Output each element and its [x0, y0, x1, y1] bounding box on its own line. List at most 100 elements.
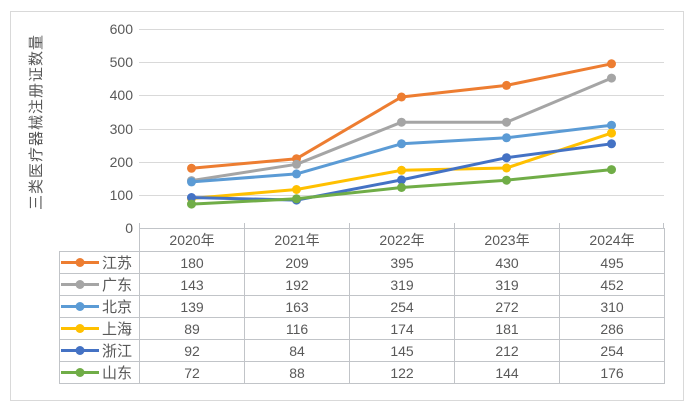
value-cell: 395 — [349, 251, 455, 274]
legend-key-icon — [61, 346, 99, 355]
y-axis-title: 三类医疗器械注册证数量 — [28, 34, 45, 211]
value-cell: 212 — [454, 339, 560, 362]
legend-cell: 江苏 — [59, 251, 140, 274]
data-point-marker — [502, 133, 511, 143]
value-cell: 176 — [559, 361, 665, 384]
data-point-marker — [607, 165, 616, 175]
y-tick-label: 200 — [109, 153, 133, 170]
value-cell: 452 — [559, 273, 665, 296]
legend-key-icon — [61, 302, 99, 311]
value-cell: 430 — [454, 251, 560, 274]
legend-key-icon — [61, 324, 99, 333]
value-cell: 254 — [559, 339, 665, 362]
value-cell: 72 — [139, 361, 245, 384]
legend-key-wrap: 北京 — [60, 296, 139, 317]
y-axis-labels: 600 500 400 300 200 100 0 — [89, 12, 133, 252]
series-name: 江苏 — [102, 255, 133, 272]
legend-key-wrap: 广东 — [60, 274, 139, 295]
data-point-marker — [502, 175, 511, 185]
legend-cell: 北京 — [59, 295, 140, 318]
data-point-marker — [502, 163, 511, 173]
series-name: 广东 — [102, 277, 133, 294]
y-tick-label: 300 — [109, 120, 133, 137]
y-tick-label: 500 — [109, 54, 133, 71]
legend-cell: 上海 — [59, 317, 140, 340]
data-point-marker — [607, 139, 616, 149]
value-cell: 192 — [244, 273, 350, 296]
data-point-marker — [397, 183, 406, 192]
value-cell: 310 — [559, 295, 665, 318]
value-cell: 163 — [244, 295, 350, 318]
year-header-cell: 2023年 — [454, 228, 560, 252]
data-point-marker — [187, 177, 196, 187]
data-point-marker — [502, 153, 511, 163]
table-row-江苏: 江苏 180 209 395 430 495 — [59, 251, 665, 274]
year-header-cell: 2024年 — [559, 228, 665, 252]
data-point-marker — [187, 163, 196, 173]
year-header-cell: 2022年 — [349, 228, 455, 252]
data-point-marker — [187, 193, 196, 202]
table-row-浙江: 浙江 92 84 145 212 254 — [59, 339, 665, 362]
legend-cell: 广东 — [59, 273, 140, 296]
data-point-marker — [502, 80, 511, 90]
value-cell: 181 — [454, 317, 560, 340]
data-point-marker — [397, 175, 406, 185]
value-cell: 286 — [559, 317, 665, 340]
legend-dot — [75, 302, 85, 311]
data-point-marker — [502, 117, 511, 127]
data-point-marker — [292, 159, 301, 169]
value-cell: 144 — [454, 361, 560, 384]
year-header-cell: 2021年 — [244, 228, 350, 252]
plot-area — [139, 29, 664, 228]
legend-cell: 山东 — [59, 361, 140, 384]
legend-key-icon — [61, 280, 99, 289]
series-name: 上海 — [102, 321, 133, 338]
data-point-marker — [292, 169, 301, 179]
legend-dot — [75, 324, 85, 333]
data-point-marker — [607, 59, 616, 69]
chart-frame: 三类医疗器械注册证数量 600 500 400 300 200 100 0 2020年 202… — [10, 11, 684, 401]
legend-dot — [75, 368, 85, 377]
legend-key-wrap: 浙江 — [60, 340, 139, 361]
value-cell: 92 — [139, 339, 245, 362]
value-cell: 209 — [244, 251, 350, 274]
legend-key-icon — [61, 368, 99, 377]
table-header-row: 2020年 2021年 2022年 2023年 2024年 — [60, 228, 665, 252]
value-cell: 174 — [349, 317, 455, 340]
data-point-marker — [397, 92, 406, 102]
y-tick-label: 100 — [109, 186, 133, 203]
table-row-广东: 广东 143 192 319 319 452 — [59, 273, 665, 296]
data-table: 2020年 2021年 2022年 2023年 2024年 江苏 180 209 395 430 4… — [59, 228, 665, 384]
data-point-marker — [397, 117, 406, 127]
legend-key-wrap: 江苏 — [60, 252, 139, 273]
value-cell: 84 — [244, 339, 350, 362]
legend-cell: 浙江 — [59, 339, 140, 362]
value-cell: 116 — [244, 317, 350, 340]
data-table-grid: 2020年 2021年 2022年 2023年 2024年 江苏 180 209 395 430 4… — [59, 228, 665, 384]
data-point-marker — [292, 185, 301, 194]
legend-key-wrap: 上海 — [60, 318, 139, 339]
value-cell: 254 — [349, 295, 455, 318]
value-cell: 319 — [454, 273, 560, 296]
series-name: 北京 — [102, 299, 133, 316]
legend-key-icon — [61, 258, 99, 267]
data-point-marker — [187, 199, 196, 209]
data-point-marker — [397, 165, 406, 175]
table-row-上海: 上海 89 116 174 181 286 — [59, 317, 665, 340]
data-point-marker — [397, 139, 406, 149]
y-tick-label: 400 — [109, 87, 133, 104]
y-tick-label: 600 — [109, 21, 133, 37]
legend-dot — [75, 258, 85, 267]
data-point-marker — [607, 73, 616, 83]
value-cell: 122 — [349, 361, 455, 384]
data-point-marker — [607, 128, 616, 138]
value-cell: 495 — [559, 251, 665, 274]
series-name: 浙江 — [102, 343, 133, 360]
table-corner — [60, 229, 140, 252]
year-header-cell: 2020年 — [139, 228, 245, 252]
legend-dot — [75, 280, 85, 289]
table-row-北京: 北京 139 163 254 272 310 — [59, 295, 665, 318]
legend-key-wrap: 山东 — [60, 362, 139, 383]
series-name: 山东 — [102, 365, 133, 382]
